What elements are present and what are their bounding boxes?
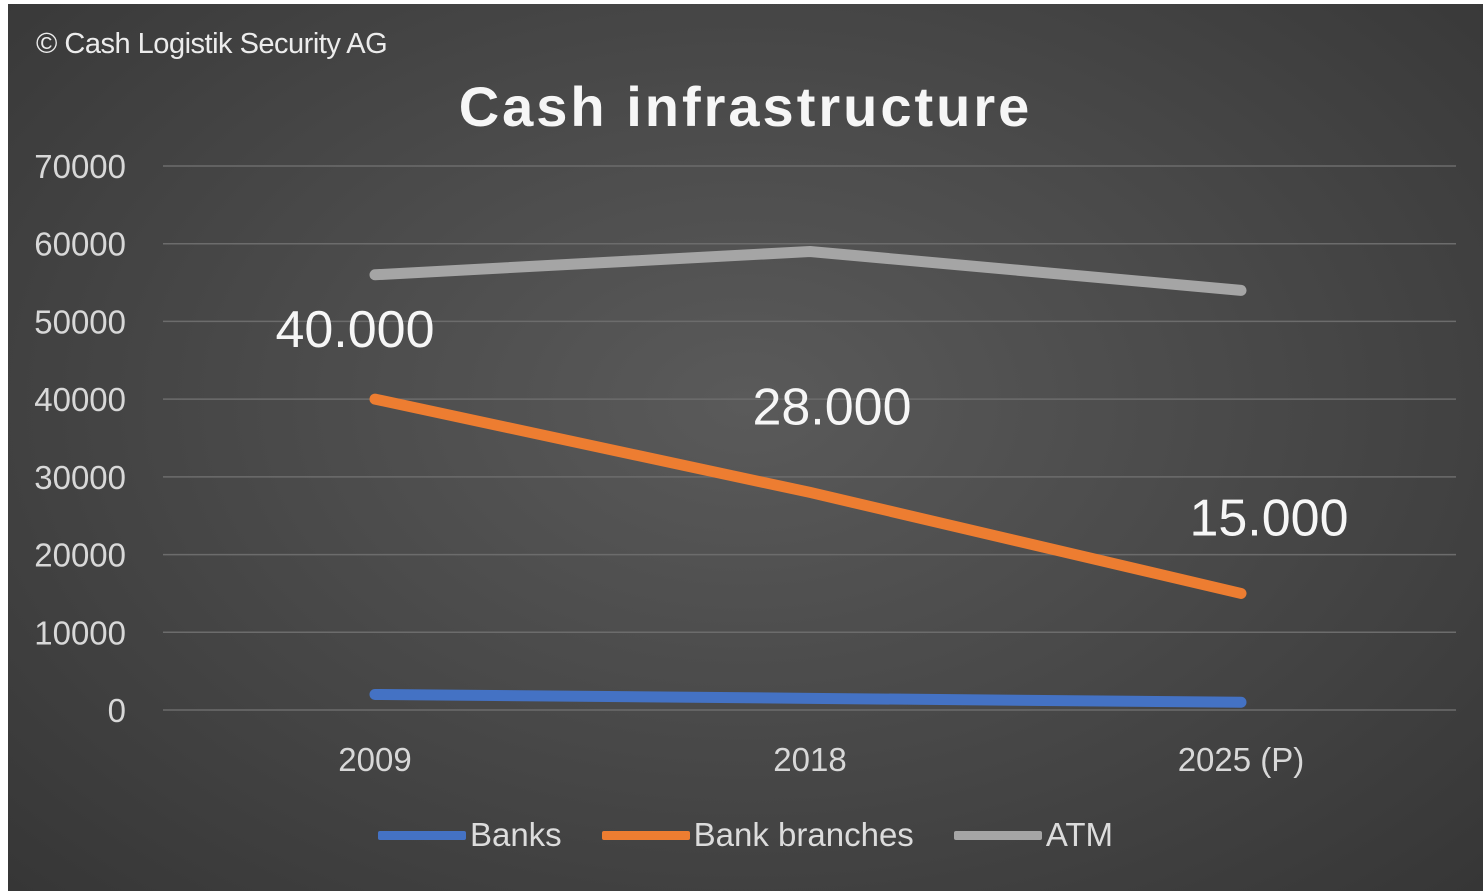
x-tick-label: 2018 [773, 741, 846, 778]
y-tick-label: 60000 [34, 226, 126, 263]
y-tick-label: 0 [108, 692, 126, 729]
legend-item: ATM [953, 816, 1114, 854]
legend-item: Bank branches [601, 816, 914, 854]
y-tick-label: 30000 [34, 459, 126, 496]
data-label: 40.000 [275, 301, 434, 359]
y-tick-label: 10000 [34, 614, 126, 651]
series-line-banks [369, 688, 1247, 708]
x-tick-label: 2009 [338, 741, 411, 778]
y-tick-label: 70000 [34, 148, 126, 185]
plot-area: 0 10000 20000 30000 40000 50000 60000 70000 2009… [34, 148, 1456, 778]
legend-swatch [601, 830, 690, 840]
series-line-atm [369, 245, 1247, 296]
legend-label: Banks [469, 816, 562, 853]
legend-swatch [377, 830, 466, 840]
copyright-notice: © Cash Logistik Security AG [36, 28, 388, 60]
y-tick-label: 40000 [34, 381, 126, 418]
data-label: 15.000 [1189, 489, 1348, 547]
legend-label: ATM [1045, 816, 1114, 853]
legend-item: Banks [377, 816, 562, 854]
legend: Banks Bank branches ATM [8, 816, 1483, 854]
y-tick-label: 50000 [34, 303, 126, 340]
data-label: 28.000 [752, 378, 911, 436]
chart-title: Cash infrastructure [458, 75, 1033, 138]
legend-swatch [953, 830, 1042, 840]
chart-frame: © Cash Logistik Security AG Cash infrast… [8, 4, 1483, 891]
x-tick-label: 2025 (P) [1178, 741, 1305, 778]
legend-label: Bank branches [693, 816, 914, 853]
y-tick-label: 20000 [34, 537, 126, 574]
